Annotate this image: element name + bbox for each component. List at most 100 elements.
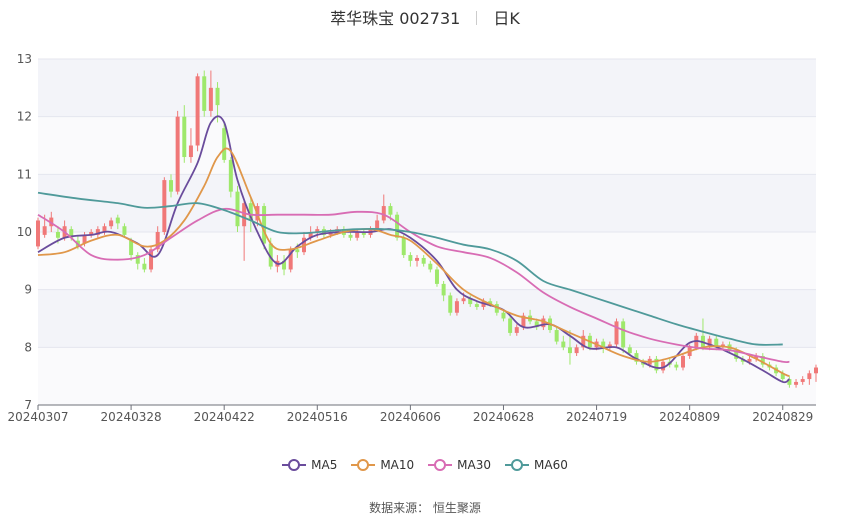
candle-body <box>168 180 173 192</box>
legend-swatch <box>282 459 307 471</box>
candle-up <box>707 335 712 351</box>
candle-up <box>807 370 812 385</box>
candle-body <box>601 341 606 348</box>
candle-body <box>415 257 420 261</box>
y-tick-label: 13 <box>17 52 32 66</box>
candle-down <box>202 70 207 117</box>
candle-down <box>222 122 227 163</box>
candle-body <box>760 355 765 365</box>
candle-body <box>228 159 233 192</box>
candle-up <box>514 324 519 336</box>
candle-up <box>754 353 759 362</box>
candle-body <box>142 263 147 270</box>
candle-body <box>494 304 499 313</box>
candle-up <box>381 194 386 224</box>
candle-up <box>242 200 247 261</box>
candle-body <box>355 232 360 238</box>
candle-body <box>42 226 47 235</box>
candle-body <box>707 338 712 348</box>
candle-down <box>401 234 406 258</box>
candle-body <box>348 234 353 238</box>
legend-label: MA30 <box>457 458 492 472</box>
candle-body <box>574 347 579 354</box>
candle-up <box>794 379 799 388</box>
candle-body <box>734 350 739 359</box>
candle-up <box>415 255 420 267</box>
ma-line-ma30 <box>37 207 790 364</box>
candle-body <box>109 220 114 227</box>
y-tick-label: 10 <box>17 225 32 239</box>
x-tick-label: 20240328 <box>101 410 162 424</box>
legend: MA5 MA10 MA30 MA60 <box>0 458 850 472</box>
candle-up <box>95 226 100 238</box>
candle-body <box>780 373 785 380</box>
ma-lines <box>37 115 790 384</box>
candle-body <box>461 298 466 302</box>
candle-down <box>122 223 127 238</box>
candle-up <box>175 110 180 195</box>
candle-body <box>521 315 526 328</box>
y-tick-label: 12 <box>17 110 32 124</box>
legend-label: MA5 <box>311 458 338 472</box>
y-tick-label: 8 <box>24 340 32 354</box>
plot-band <box>38 174 816 232</box>
candle-body <box>747 358 752 362</box>
candle-down <box>434 266 439 287</box>
ma-line-ma60 <box>37 191 783 346</box>
legend-swatch <box>351 459 376 471</box>
candle-up <box>581 330 586 351</box>
candle-up <box>355 229 360 241</box>
candle-body <box>295 249 300 253</box>
candle-body <box>448 295 453 313</box>
legend-item-ma5[interactable]: MA5 <box>282 458 337 472</box>
data-source: 数据来源： 恒生聚源 <box>369 501 481 515</box>
candle-body <box>95 229 100 235</box>
candle-body <box>395 214 400 238</box>
candle-up <box>188 128 193 163</box>
legend-item-ma60[interactable]: MA60 <box>505 458 568 472</box>
candle-body <box>149 249 154 270</box>
candle-body <box>807 373 812 380</box>
candle-body <box>800 379 805 382</box>
candle-down <box>494 301 499 316</box>
ma-line-ma5 <box>37 115 790 384</box>
candle-body <box>441 283 446 296</box>
candle-down <box>621 318 626 354</box>
legend-item-ma30[interactable]: MA30 <box>428 458 491 472</box>
candle-body <box>122 226 127 235</box>
x-tick-label: 20240307 <box>7 410 68 424</box>
candle-down <box>135 252 140 270</box>
candle-up <box>661 358 666 374</box>
candle-body <box>282 260 287 270</box>
candle-body <box>408 255 413 261</box>
candle-body <box>787 379 792 385</box>
legend-item-ma10[interactable]: MA10 <box>351 458 414 472</box>
y-axis-ticks: 7 8 9 10 11 12 13 <box>17 52 32 412</box>
x-tick-label: 20240422 <box>194 410 255 424</box>
x-axis: 20240307 20240328 20240422 20240516 20240606… <box>7 404 816 424</box>
candle-up <box>89 229 94 238</box>
candle-down <box>554 327 559 345</box>
candle-up <box>614 318 619 348</box>
candle-down <box>142 257 147 273</box>
stock-name: 萃华珠宝 002731 <box>330 9 461 28</box>
candle-up <box>814 364 818 382</box>
ma-line-ma10 <box>37 147 790 378</box>
candle-down <box>654 355 659 374</box>
candle-up <box>36 217 40 250</box>
candle-up <box>800 376 805 385</box>
candle-down <box>408 252 413 267</box>
candle-body <box>567 347 572 354</box>
candle-body <box>182 116 187 158</box>
candle-down <box>501 309 506 322</box>
candle-body <box>401 237 406 256</box>
x-tick-label: 20240829 <box>752 410 813 424</box>
candle-down <box>561 335 566 351</box>
candle-body <box>674 364 679 368</box>
candle-body <box>135 255 140 264</box>
candle-body <box>375 220 380 230</box>
title-separator <box>476 11 478 25</box>
candle-down <box>168 174 173 198</box>
candle-body <box>654 358 659 371</box>
